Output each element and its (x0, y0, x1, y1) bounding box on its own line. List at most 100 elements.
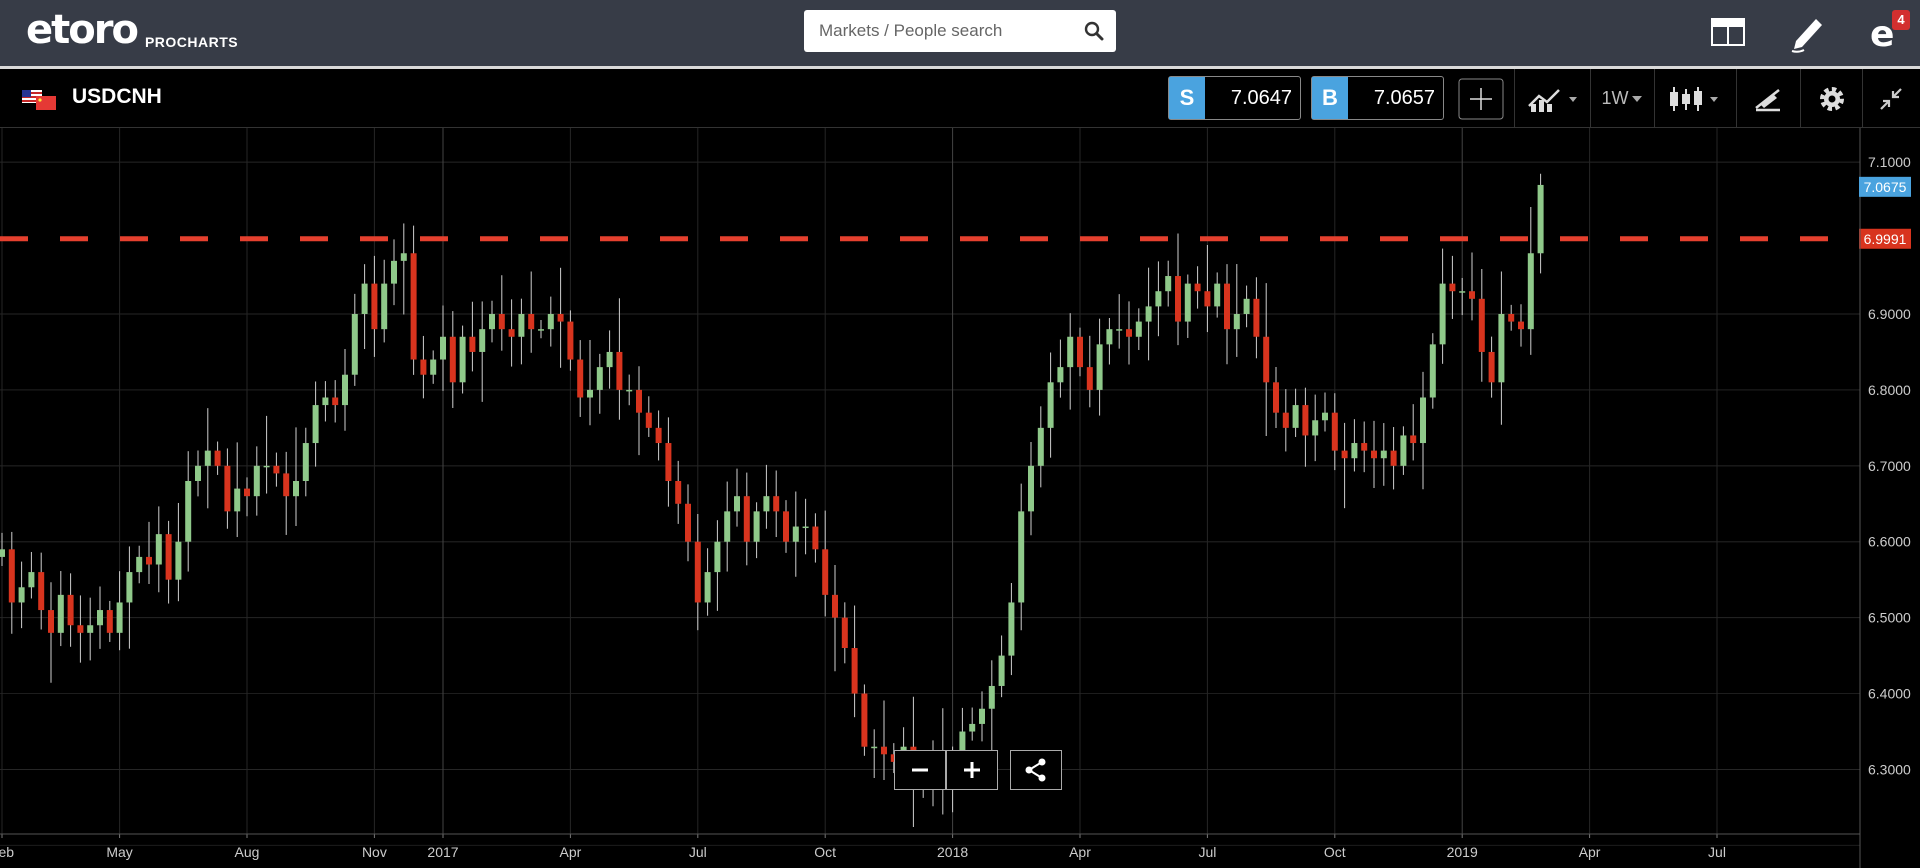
chart-type-button[interactable] (1660, 69, 1728, 128)
candle-body (244, 488, 250, 497)
y-tick-label: 6.5000 (1868, 610, 1911, 626)
candle (498, 275, 505, 351)
candle-body (1469, 291, 1475, 299)
candle (283, 451, 290, 535)
candle (489, 300, 495, 343)
candle (763, 464, 770, 529)
alert-line-group: 6.9991 (0, 228, 1911, 249)
layout-icon[interactable] (1706, 10, 1750, 54)
candle-body (361, 283, 368, 314)
candle (1322, 392, 1328, 432)
candle (204, 408, 211, 509)
candle (1478, 268, 1485, 382)
candle-body (1508, 313, 1515, 322)
share-button[interactable] (1010, 750, 1062, 790)
alert-price-tag (1859, 228, 1911, 249)
candle-body (175, 541, 182, 580)
y-tick-label: 6.3000 (1868, 761, 1911, 777)
timeframe-dropdown[interactable]: 1W (1596, 69, 1648, 128)
indicators-button[interactable] (1520, 69, 1586, 128)
drawing-tools-button[interactable] (1742, 69, 1794, 128)
candle (557, 267, 564, 368)
candle-body (1331, 412, 1338, 451)
candle-body (538, 329, 544, 331)
candle (792, 491, 799, 577)
candle (1224, 264, 1230, 365)
candle-body (263, 465, 270, 468)
x-tick-label: Feb (0, 844, 14, 860)
candle-body (430, 359, 437, 375)
etoro-logo[interactable]: etoro PROCHARTS (26, 8, 238, 52)
candle-body (518, 313, 525, 337)
notifications-icon[interactable]: e 4 (1862, 10, 1910, 54)
crosshair-button[interactable] (1458, 69, 1504, 128)
chart-grid (0, 128, 1920, 868)
y-tick-label: 6.4000 (1868, 686, 1911, 702)
candle (185, 451, 192, 572)
candle (1273, 366, 1279, 428)
candle-body (136, 556, 143, 573)
candle (146, 521, 152, 584)
price-chart[interactable]: 6.9991 7.1000 6.9000 6.8000 6.7000 6.6000 6.5… (0, 128, 1920, 868)
x-tick-label: Apr (1069, 844, 1091, 860)
candle-body (312, 405, 319, 444)
candle (1351, 419, 1358, 472)
candle (636, 366, 642, 456)
x-tick-label: Apr (560, 844, 582, 860)
candle (675, 460, 682, 524)
candle (743, 472, 750, 566)
candle (371, 255, 378, 357)
candle (704, 548, 711, 616)
candle-body (224, 465, 231, 512)
candle-body (1518, 321, 1524, 330)
candle-body (57, 594, 64, 633)
zoom-in-button[interactable] (946, 750, 998, 790)
settings-button[interactable] (1806, 69, 1858, 128)
x-tick-label: 2018 (937, 844, 968, 860)
candle (293, 427, 299, 526)
alert-price-label: 6.9991 (1864, 231, 1907, 247)
candlestick-icon (1670, 86, 1718, 111)
y-tick-label: 6.8000 (1868, 382, 1911, 398)
candle (1302, 387, 1309, 467)
sell-label: S (1169, 77, 1205, 119)
candle-body (1018, 511, 1025, 603)
zoom-out-button[interactable] (894, 750, 946, 790)
collapse-button[interactable] (1868, 69, 1914, 128)
candle-body (1243, 298, 1250, 314)
search-input[interactable] (804, 10, 1074, 52)
candle-body (302, 443, 309, 481)
candle (332, 380, 339, 423)
pencil-icon[interactable] (1786, 10, 1830, 54)
collapse-icon (1880, 87, 1902, 110)
plot-background (0, 128, 1860, 834)
search-icon[interactable] (1084, 21, 1104, 41)
candle-body (185, 481, 192, 542)
candle (665, 417, 672, 507)
buy-button[interactable]: B 7.0657 (1311, 76, 1444, 120)
y-tick-label: 6.6000 (1868, 534, 1911, 550)
candle-body (116, 602, 123, 633)
sell-button[interactable]: S 7.0647 (1168, 76, 1301, 120)
candle-body (1086, 367, 1093, 390)
current-price-label: 7.0675 (1864, 179, 1907, 195)
candle-body (410, 253, 417, 360)
candle (1233, 264, 1240, 357)
candle-body (557, 313, 564, 322)
candle-body (1008, 602, 1015, 656)
x-tick-label: 2017 (427, 844, 458, 860)
candle-body (1233, 313, 1240, 330)
logo-subtitle: PROCHARTS (144, 34, 239, 50)
x-tick-label: Apr (1579, 844, 1601, 860)
candle (988, 660, 995, 755)
candle-body (1184, 283, 1191, 322)
candle (87, 597, 94, 661)
candle (8, 531, 15, 634)
candle (1429, 333, 1436, 409)
candle (1400, 426, 1407, 475)
candle (998, 635, 1005, 698)
candle (342, 349, 348, 431)
candle-body (1361, 443, 1368, 451)
candle-body (841, 617, 848, 649)
search-box[interactable] (804, 10, 1116, 52)
